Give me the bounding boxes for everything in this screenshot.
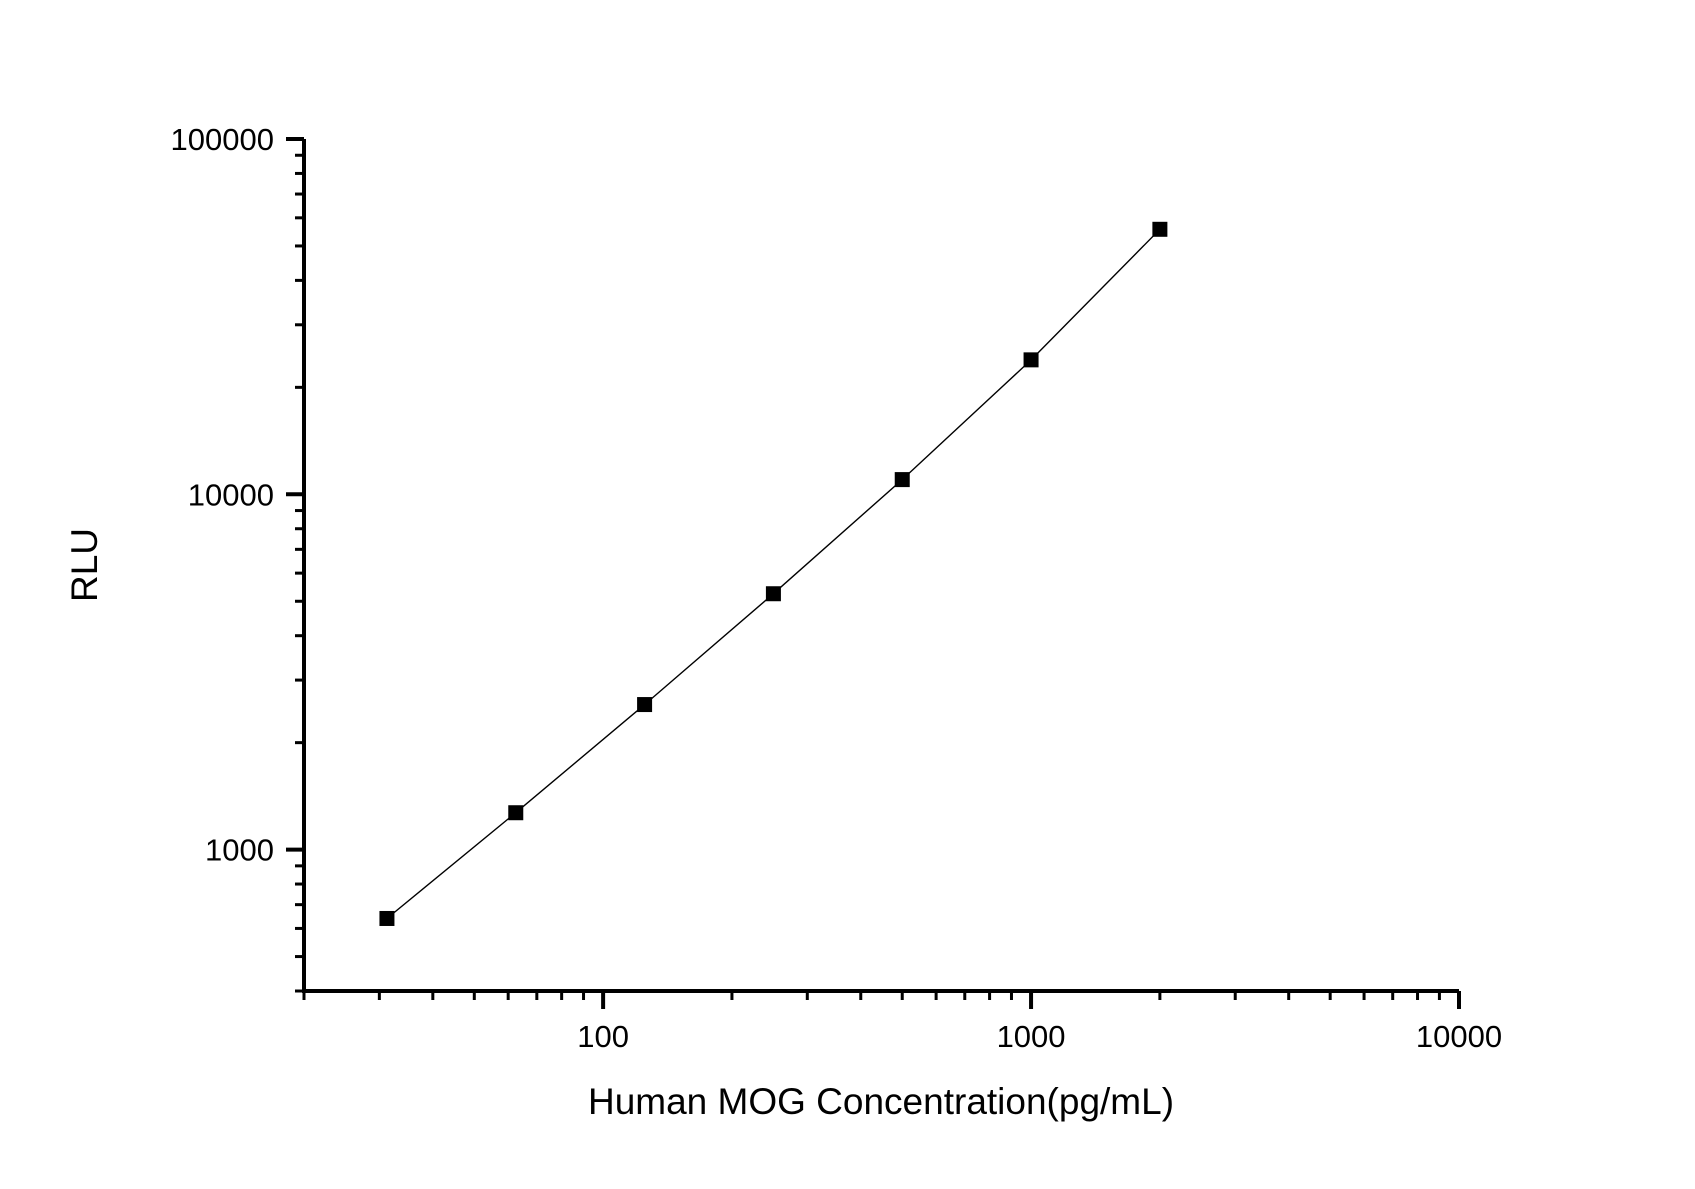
series-line (386, 228, 1161, 920)
ticks-layer (286, 137, 1461, 1009)
y-tick-label: 100000 (171, 122, 274, 157)
y-axis-title: RLU (64, 528, 105, 602)
x-axis-title: Human MOG Concentration(pg/mL) (588, 1081, 1174, 1122)
axes-layer (302, 139, 1459, 993)
data-point-marker (379, 910, 395, 926)
data-point-marker (1023, 352, 1039, 368)
data-point-marker (1152, 221, 1168, 237)
data-point-marker (765, 586, 781, 602)
y-tick-label: 1000 (205, 833, 274, 868)
data-point-marker (637, 697, 653, 713)
x-tick-label: 1000 (997, 1019, 1066, 1054)
x-tick-label: 100 (577, 1019, 629, 1054)
series-layer (379, 221, 1168, 926)
data-point-marker (894, 472, 910, 488)
x-tick-label: 10000 (1416, 1019, 1502, 1054)
data-point-marker (508, 805, 524, 821)
labels-layer: 100 1000 10000 1000 10000 100000 (171, 122, 1503, 1054)
y-tick-label: 10000 (188, 477, 274, 512)
